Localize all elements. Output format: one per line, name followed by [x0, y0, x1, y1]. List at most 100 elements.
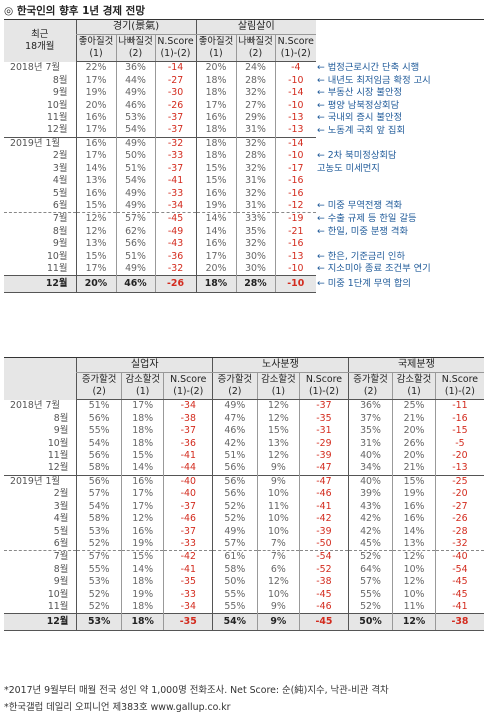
table-cell: 11% — [256, 500, 300, 513]
table-cell: 18% — [120, 576, 164, 589]
table-cell: -39 — [299, 449, 349, 463]
table-row: 7월 57% 15% -42 61% 7% -54 52% 12% -40 — [4, 550, 484, 564]
table-cell: -37 — [163, 424, 213, 438]
table-cell: -21 — [274, 225, 316, 239]
table-row: 9월 13% 56% -43 16% 32% -16 — [4, 238, 484, 251]
table-cell: 13% — [392, 537, 436, 551]
table-cell: 35% — [235, 225, 275, 239]
event-note: ← 수출 규제 등 한일 갈등 — [317, 213, 417, 225]
table-cell: 40% — [347, 474, 393, 489]
table-cell: -28 — [434, 525, 484, 538]
table-cell: 18% — [120, 424, 164, 438]
table-cell: 18% — [120, 613, 164, 632]
table-cell: 17% — [75, 263, 116, 276]
table-row: 11월 52% 18% -34 55% 9% -46 52% 11% -41 — [4, 601, 484, 614]
row-month: 11월 — [47, 449, 69, 461]
event-note: ← 미중 1단계 무역 합의 — [316, 275, 484, 293]
table-cell: 15% — [256, 424, 300, 438]
table-cell: 32% — [235, 187, 275, 200]
table-cell: 20% — [392, 424, 436, 438]
table-cell: 46% — [115, 275, 155, 294]
table-cell: -46 — [299, 488, 349, 501]
column-header: 증가할것 (2) — [212, 372, 258, 400]
footnote-source: *한국갤럽 데일리 오피니언 제383호 www.gallup.co.kr — [4, 702, 231, 713]
table-cell: -31 — [299, 424, 349, 438]
column-label: 감소할것 — [261, 374, 296, 385]
table-cell: -13 — [274, 111, 316, 125]
table-cell: -42 — [163, 550, 213, 564]
table-cell: 20% — [392, 449, 436, 463]
event-note: ← 한일, 미중 분쟁 격화 — [317, 225, 408, 237]
row-month: 9월 — [53, 576, 69, 588]
table-cell: 31% — [235, 124, 275, 138]
row-month: 2월 — [52, 150, 68, 162]
table-cell: 20% — [195, 61, 236, 75]
table-cell: 49% — [115, 187, 155, 200]
column-label: N.Score — [277, 36, 314, 47]
table-cell: -41 — [299, 500, 349, 513]
table-cell: 54% — [76, 500, 122, 513]
table-cell: 28% — [235, 150, 275, 163]
table-cell: 12% — [75, 212, 116, 226]
note-header-spacer — [316, 19, 484, 62]
column-sub: (1)-(2) — [280, 48, 311, 59]
table-row-latest: 12월 20% 46% -26 18% 28% -10 ← 미중 1단계 무역 합의 — [4, 275, 484, 294]
row-month: 9월 — [53, 425, 69, 437]
table-cell: 6% — [256, 563, 300, 577]
table-cell: 20% — [75, 275, 116, 294]
table-cell: -46 — [299, 601, 349, 614]
table-cell: -42 — [299, 512, 349, 526]
column-sub: (1)-(2) — [173, 386, 204, 397]
table-cell: 50% — [347, 613, 393, 632]
table-cell: 7% — [256, 537, 300, 551]
table-cell: 32% — [235, 136, 275, 151]
column-header: N.Score (1)-(2) — [154, 34, 196, 62]
row-month: 8월 — [53, 563, 69, 575]
table-cell: 53% — [76, 576, 122, 589]
table-cell: 57% — [212, 537, 258, 551]
table-cell: 36% — [347, 399, 393, 413]
table-cell: -10 — [274, 99, 316, 112]
table-cell: 62% — [115, 225, 155, 239]
column-sub: (1) — [407, 386, 421, 397]
table-row: 10월 20% 46% -26 17% 27% -10 ← 평양 남북정상회담 — [4, 99, 484, 112]
group-header: 경기(景氣) — [75, 19, 196, 35]
table-cell: -34 — [163, 399, 213, 413]
table-cell: 18% — [195, 74, 236, 87]
table-cell: -33 — [163, 588, 213, 601]
table-cell: -47 — [299, 474, 349, 489]
table-cell: 55% — [347, 588, 393, 601]
group-header: 살림살이 — [195, 19, 316, 35]
table-cell: -32 — [154, 263, 196, 276]
table-cell: -26 — [154, 99, 196, 112]
event-note: ← 2차 북미정상회담 — [317, 150, 397, 162]
table-cell: 14% — [195, 225, 236, 239]
table-cell: 13% — [256, 437, 300, 450]
table-cell: 15% — [120, 550, 164, 564]
table-cell: -38 — [299, 576, 349, 589]
table-cell: 33% — [235, 212, 275, 226]
table-cell: 51% — [76, 399, 122, 413]
table-row: 2월 57% 17% -40 56% 10% -46 39% 19% -20 — [4, 488, 484, 501]
row-month: 6월 — [52, 200, 68, 212]
table-cell: 52% — [347, 550, 393, 564]
table-cell: 55% — [212, 588, 258, 601]
row-month: 8월 — [52, 74, 68, 86]
column-header: 증가할것 (2) — [347, 372, 393, 400]
table-cell: -10 — [274, 150, 316, 163]
table-cell: 17% — [75, 74, 116, 87]
table-cell: 19% — [120, 588, 164, 601]
column-sub: (1)-(2) — [160, 48, 191, 59]
table-cell: 57% — [347, 576, 393, 589]
table-cell: 32% — [235, 86, 275, 100]
table-cell: -27 — [154, 74, 196, 87]
table-cell: 18% — [195, 86, 236, 100]
table-cell: 9% — [256, 613, 300, 632]
table-cell: 14% — [195, 212, 236, 226]
table-cell: -17 — [274, 162, 316, 175]
table-cell: 56% — [76, 474, 122, 489]
row-month: 8월 — [52, 225, 68, 237]
column-header: 좋아질것 (1) — [195, 34, 236, 62]
column-label: N.Score — [170, 374, 207, 385]
table-cell: 14% — [120, 563, 164, 577]
